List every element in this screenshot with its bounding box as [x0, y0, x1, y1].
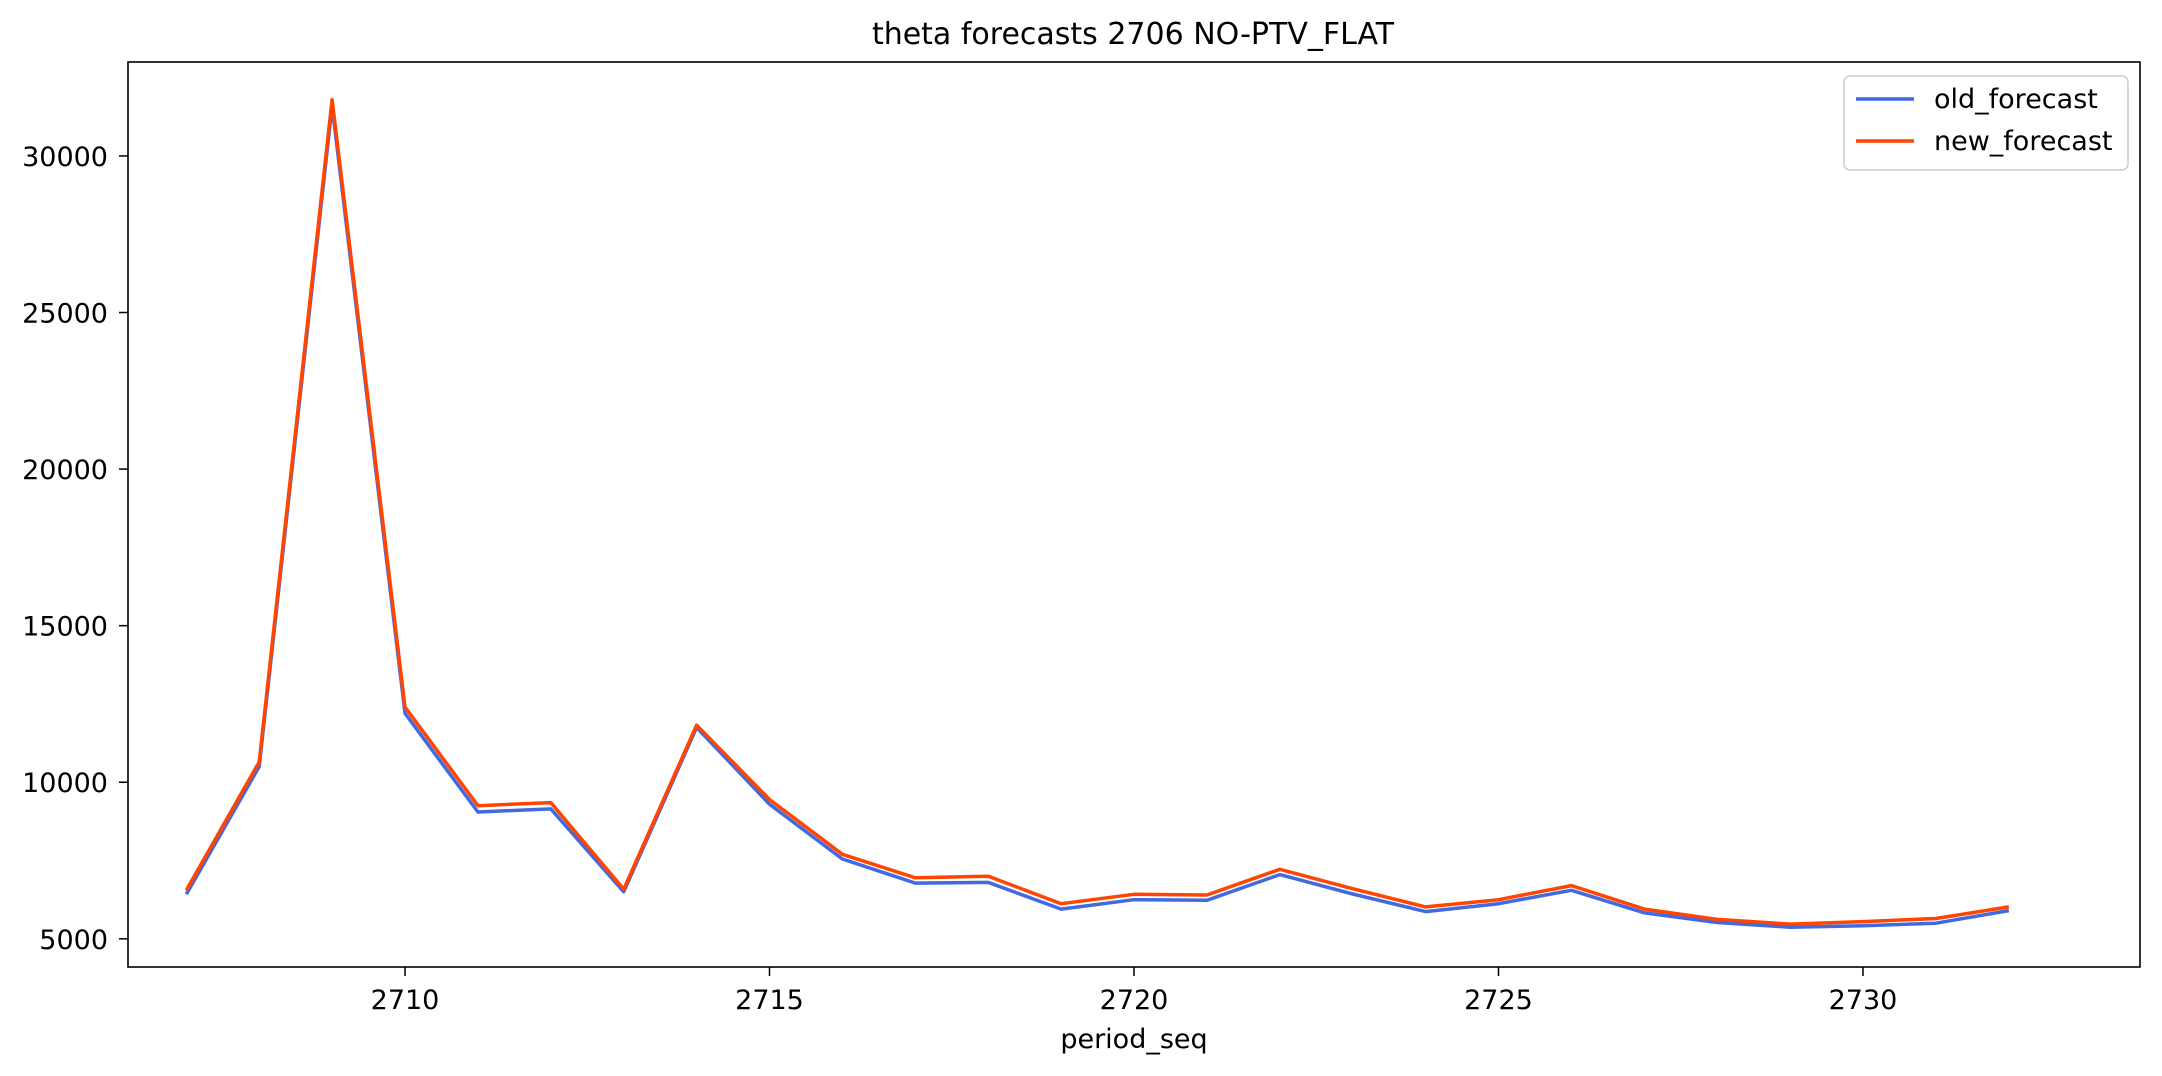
- y-tick-label: 5000: [39, 925, 108, 956]
- legend: old_forecast new_forecast: [1843, 75, 2129, 171]
- series-line-old-forecast: [184, 104, 2010, 929]
- y-tick-label: 30000: [22, 142, 108, 173]
- x-tick-label: 2710: [371, 985, 440, 1016]
- x-axis: 2710 2715 2720 2725 2730: [371, 967, 1898, 1016]
- series-line-new-forecast: [184, 97, 2010, 926]
- y-tick-label: 25000: [22, 299, 108, 330]
- legend-label-old-forecast: old_forecast: [1934, 84, 2098, 115]
- y-tick-label: 10000: [22, 768, 108, 799]
- chart-title: theta forecasts 2706 NO-PTV_FLAT: [872, 17, 1395, 52]
- y-tick-label: 15000: [22, 612, 108, 643]
- legend-label-new-forecast: new_forecast: [1934, 126, 2113, 157]
- x-tick-label: 2715: [735, 985, 804, 1016]
- x-tick-label: 2725: [1464, 985, 1533, 1016]
- legend-box: [1843, 75, 2129, 171]
- x-tick-label: 2720: [1100, 985, 1169, 1016]
- series-layer: [184, 97, 2010, 929]
- x-axis-label: period_seq: [1060, 1024, 1207, 1055]
- y-axis: 5000 10000 15000 20000 25000 30000: [22, 142, 128, 956]
- x-tick-label: 2730: [1829, 985, 1898, 1016]
- y-tick-label: 20000: [22, 455, 108, 486]
